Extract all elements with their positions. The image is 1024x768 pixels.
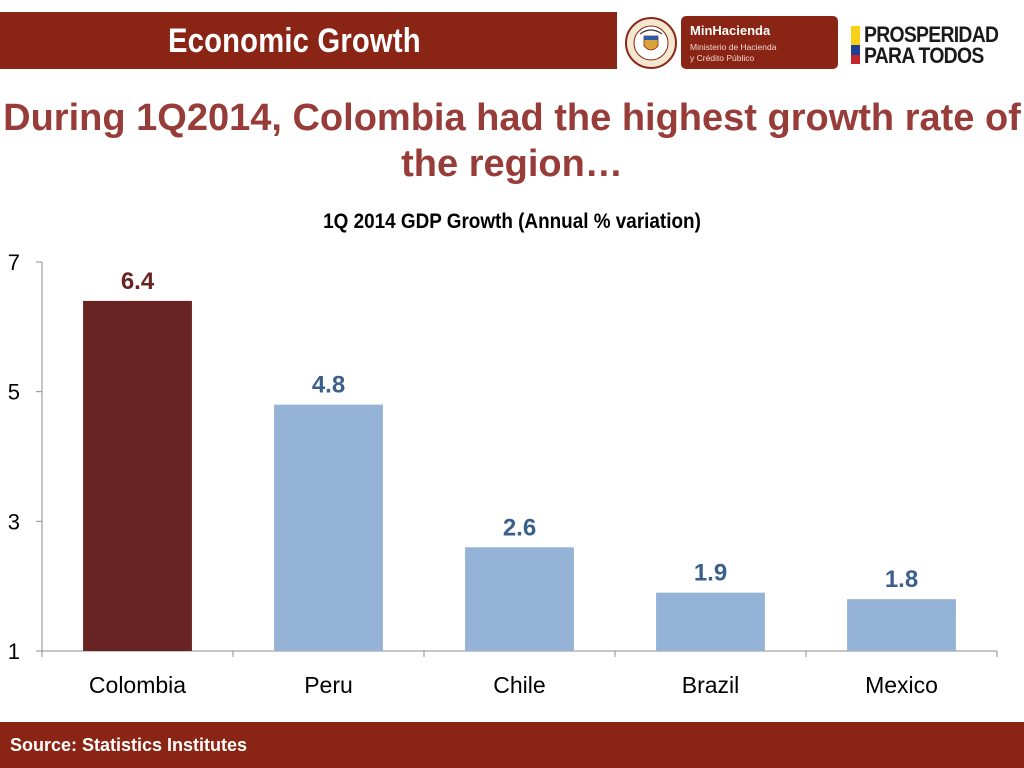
y-tick-label: 1 [8, 639, 20, 664]
bar-chile [465, 547, 574, 651]
data-label-brazil: 1.9 [694, 560, 727, 587]
footer-band: Source: Statistics Institutes [0, 722, 1024, 768]
bar-brazil [656, 592, 765, 651]
data-label-colombia: 6.4 [121, 268, 155, 295]
data-label-chile: 2.6 [503, 514, 536, 541]
y-tick-label: 5 [8, 380, 20, 405]
header-band [0, 12, 617, 69]
x-tick-label-colombia: Colombia [89, 672, 186, 698]
x-tick-label-peru: Peru [304, 672, 353, 698]
ministry-line-1: Ministerio de Hacienda [690, 42, 777, 52]
x-tick-label-brazil: Brazil [682, 672, 740, 698]
gdp-growth-bar-chart: 1 3 5 7 6.4 Colombia 4.8 Peru 2.6 Chile 1.9 Brazil 1… [8, 250, 998, 698]
ministry-name: MinHacienda [690, 23, 771, 38]
slide-title: During 1Q2014, Colombia had the highest … [3, 97, 1021, 185]
x-tick-label-chile: Chile [493, 672, 545, 698]
minhacienda-logo: MinHacienda Ministerio de Hacienda y Cré… [681, 16, 838, 69]
x-tick-label-mexico: Mexico [865, 672, 938, 698]
y-tick-label: 3 [8, 509, 20, 534]
colombia-flag-icon [851, 26, 860, 64]
chart-title: 1Q 2014 GDP Growth (Annual % variation) [323, 210, 701, 233]
bar-mexico [847, 599, 956, 651]
bar-colombia [83, 300, 192, 651]
y-tick-label: 7 [8, 250, 20, 275]
slogan-line-2: PARA TODOS [864, 43, 984, 68]
colombia-seal-icon [625, 17, 677, 69]
data-label-mexico: 1.8 [885, 566, 918, 593]
ministry-line-2: y Crédito Público [690, 53, 755, 63]
bar-peru [274, 404, 383, 651]
slogan-line-1: PROSPERIDAD [864, 22, 999, 47]
source-note: Source: Statistics Institutes [10, 735, 248, 755]
header-title: Economic Growth [168, 22, 421, 60]
data-label-peru: 4.8 [312, 372, 345, 399]
